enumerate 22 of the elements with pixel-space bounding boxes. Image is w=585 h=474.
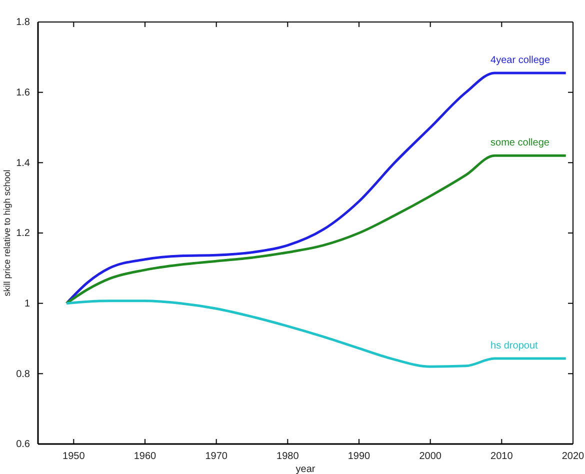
line-series (65, 300, 568, 368)
y-tick-label: 1 (24, 298, 30, 310)
line-series (65, 154, 568, 305)
x-tick-label: 1950 (62, 451, 86, 462)
series-label: some college (490, 138, 550, 149)
x-tick-label: 1990 (348, 451, 371, 462)
y-tick-label: 1.6 (16, 88, 30, 99)
y-axis-title: skill price relative to high school (2, 170, 12, 296)
y-tick-label: 0.8 (16, 368, 30, 380)
x-tick-label: 1970 (205, 451, 228, 462)
x-tick-label: 2010 (490, 451, 514, 462)
x-tick-label: 1980 (276, 451, 300, 462)
series-label: 4year college (490, 54, 550, 66)
y-tick-label: 1.4 (16, 158, 30, 169)
y-tick-label: 1.2 (16, 228, 30, 240)
series-label: hs dropout (490, 340, 538, 352)
y-tick-label: 1.8 (16, 17, 30, 28)
x-tick-label: 2020 (562, 451, 585, 462)
x-tick-label: 2000 (419, 451, 442, 462)
x-axis-title: year (296, 464, 316, 474)
x-tick-label: 1960 (134, 451, 157, 462)
y-tick-label: 0.6 (16, 439, 30, 450)
